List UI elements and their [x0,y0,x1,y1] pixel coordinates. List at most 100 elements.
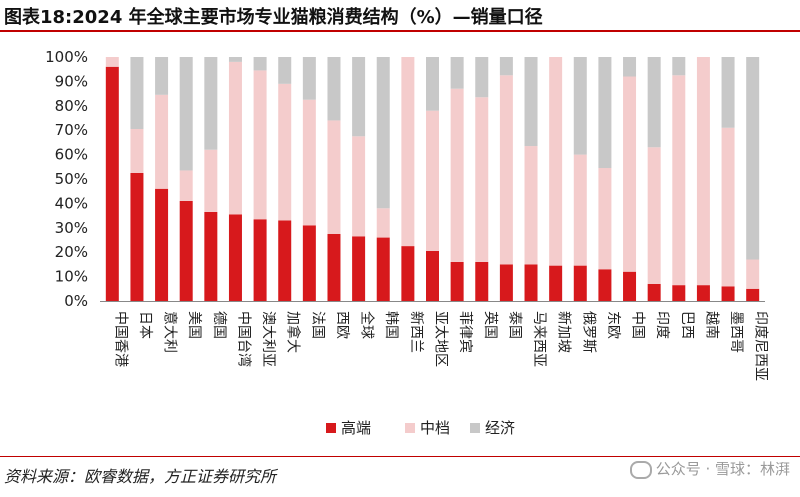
bar-segment [376,208,390,238]
x-tick-label: 新西兰 [408,311,424,353]
legend-label: 经济 [485,419,515,437]
x-tick-label: 俄罗斯 [580,311,596,353]
bar-segment [475,261,489,301]
bar-segment [623,76,637,272]
x-tick-label: 越南 [703,311,719,339]
bar-segment [499,75,513,265]
bar-segment [179,57,193,171]
bar-segment [524,57,538,147]
bar-segment [721,127,735,287]
bar-segment [278,220,292,301]
x-tick-label: 印度尼西亚 [753,311,769,381]
x-tick-label: 意大利 [162,311,179,353]
y-tick-label: 0% [64,292,88,310]
bar-segment [598,269,612,301]
bar-segment [524,264,538,301]
bar-segment [228,214,242,301]
bar-segment [327,57,341,121]
legend-label: 中档 [420,419,450,437]
y-tick-label: 90% [55,72,88,90]
title-bar: 图表18:2024 年全球主要市场专业猫粮消费结构（%）—销量口径 [0,0,800,30]
bar-segment [253,57,267,71]
watermark-text: 公众号 · 雪球：林湃 [655,460,790,478]
bar-segment [721,286,735,301]
x-tick-label: 日本 [137,311,153,339]
bar-segment [672,75,686,286]
wechat-icon [629,460,652,479]
bar-segment [647,57,661,148]
bar-segment [573,265,587,301]
bar-segment [499,57,513,76]
source-divider [0,456,800,457]
bar-segment [327,120,341,234]
bar-segment [204,211,218,301]
bar-segment [450,57,464,89]
bar-segment [672,57,686,76]
x-tick-label: 美国 [186,311,202,339]
y-tick-label: 20% [55,243,88,261]
bar-segment [475,97,489,262]
bar-segment [524,146,538,265]
bar-segment [253,219,267,301]
bar-segment [302,57,316,100]
bar-segment [130,128,144,173]
x-tick-label: 澳大利亚 [260,311,276,367]
bar-segment [179,170,193,201]
bar-segment [573,57,587,155]
page-title: 图表18:2024 年全球主要市场专业猫粮消费结构（%）—销量口径 [4,7,543,28]
x-tick-label: 中国 [630,311,646,339]
bar-segment [155,57,169,95]
bar-segment [598,57,612,169]
legend-swatch [405,423,415,433]
bar-segment [376,237,390,301]
y-tick-label: 40% [55,194,88,212]
bar-segment [352,136,366,237]
x-tick-label: 加拿大 [285,311,302,353]
bar-segment [573,154,587,266]
bar-segment [623,271,637,301]
bar-segment [327,233,341,301]
y-tick-label: 70% [55,121,88,139]
bar-segment [401,246,415,301]
bar-segment [105,57,119,67]
legend-swatch [470,423,480,433]
x-tick-label: 新加坡 [556,311,572,353]
y-tick-label: 10% [55,268,88,286]
x-tick-label: 韩国 [383,311,399,339]
bar-segment [228,61,242,215]
x-tick-label: 英国 [482,311,499,339]
bar-segment [278,83,292,221]
bar-segment [278,57,292,84]
x-tick-label: 菲律宾 [457,311,473,353]
bar-segment [253,70,267,220]
bar-segment [426,250,439,301]
bar-segment [302,99,316,226]
bar-segment [623,57,637,77]
stacked-bar-chart: 0% 10% 20% 30% 40% 50% 60% 70% 80% 90% 100% 中国香港 日本意… [45,48,769,437]
bar-segment [204,57,218,150]
bar-segment [426,57,439,111]
x-tick-label: 西欧 [334,311,350,339]
y-tick-label: 50% [55,170,88,188]
bar-segment [672,285,686,301]
bar-segment [179,200,193,301]
x-tick-label: 亚太地区 [433,311,449,367]
x-tick-label: 马来西亚 [531,311,547,367]
bar-segment [155,94,169,189]
bar-segment [499,264,513,301]
x-tick-label: 中国香港 [112,311,128,367]
y-tick-label: 80% [55,97,88,115]
bar-segment [352,236,366,301]
bar-segment [746,288,760,301]
bar-segment [721,57,735,128]
y-tick-label: 60% [55,146,88,164]
bar-segment [426,110,439,251]
bar-segment [130,57,144,129]
x-tick-label: 泰国 [506,311,522,339]
x-tick-label: 中国台湾 [235,311,252,367]
bar-segment [302,225,316,301]
x-tick-label: 东欧 [605,311,621,339]
x-tick-label: 印度 [654,311,670,339]
bar-segment [130,172,144,301]
title-divider [0,30,800,32]
